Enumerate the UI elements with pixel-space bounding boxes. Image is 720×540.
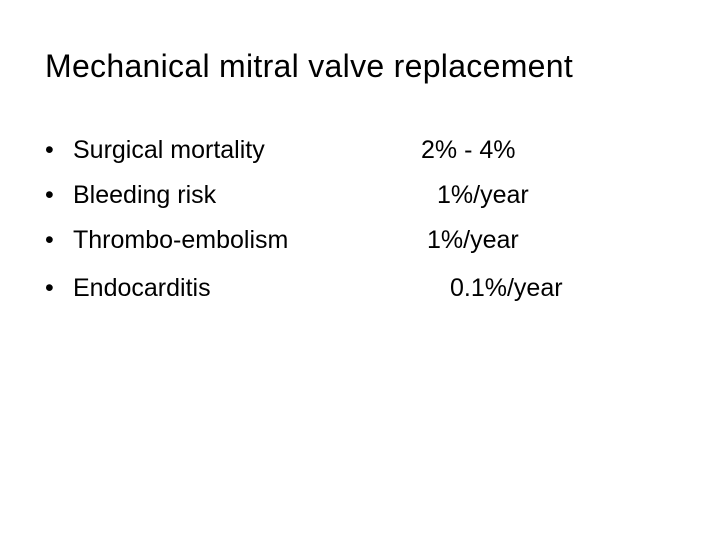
item-value: 0.1%/year: [450, 274, 563, 302]
item-label: Thrombo-embolism: [73, 226, 289, 254]
item-value: 2% - 4%: [421, 136, 516, 164]
bullet: •: [45, 181, 54, 209]
item-value: 1%/year: [427, 226, 519, 254]
list-item: • Bleeding risk 1%/year: [0, 181, 720, 221]
bullet: •: [45, 226, 54, 254]
item-value: 1%/year: [437, 181, 529, 209]
list-item: • Endocarditis 0.1%/year: [0, 274, 720, 314]
item-label: Endocarditis: [73, 274, 211, 302]
bullet: •: [45, 274, 54, 302]
list-item: • Surgical mortality 2% - 4%: [0, 136, 720, 176]
item-label: Bleeding risk: [73, 181, 217, 209]
slide-title: Mechanical mitral valve replacement: [45, 48, 574, 84]
list-item: • Thrombo-embolism 1%/year: [0, 226, 720, 266]
item-label: Surgical mortality: [73, 136, 265, 164]
bullet: •: [45, 136, 54, 164]
